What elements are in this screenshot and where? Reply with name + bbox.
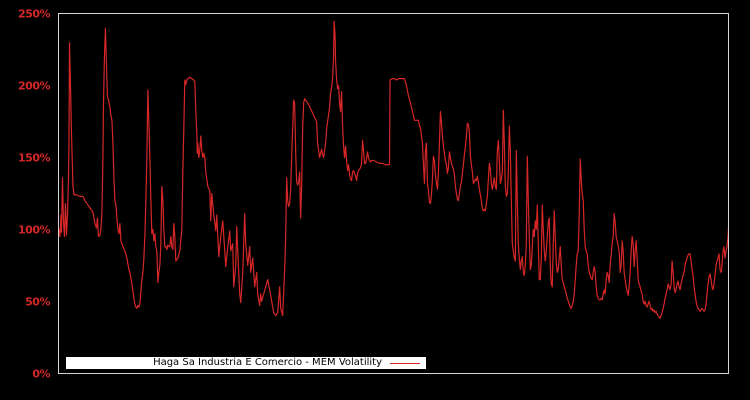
legend: Haga Sa Industria E Comercio - MEM Volat… xyxy=(66,357,426,369)
y-tick-label: 200% xyxy=(18,79,50,92)
y-axis: 250% 200% 150% 100% 50% 0% xyxy=(0,0,50,400)
y-tick-label: 150% xyxy=(18,151,50,164)
series-svg xyxy=(59,20,728,320)
y-tick-label: 100% xyxy=(18,223,50,236)
plot-area xyxy=(58,13,729,374)
y-tick-label: 0% xyxy=(32,367,50,380)
y-tick-label: 50% xyxy=(25,295,50,308)
legend-line-sample-icon xyxy=(390,362,420,364)
series-polyline xyxy=(59,20,728,320)
y-tick-label: 250% xyxy=(18,7,50,20)
legend-label: Haga Sa Industria E Comercio - MEM Volat… xyxy=(153,357,382,368)
